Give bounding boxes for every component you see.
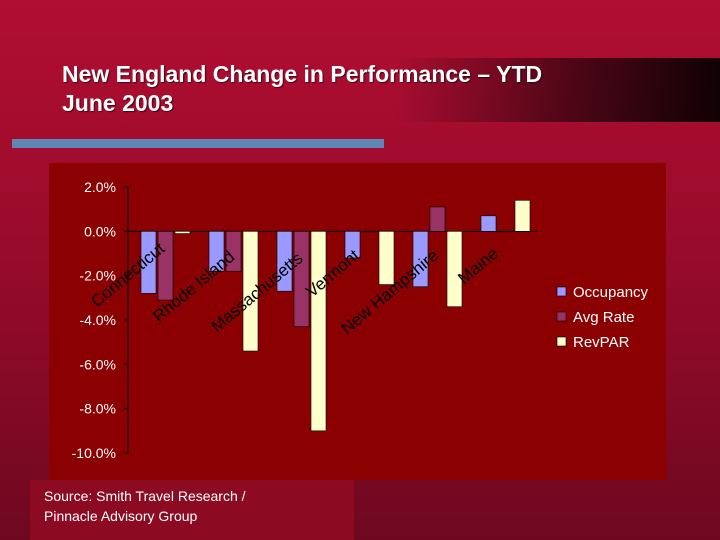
legend-label: RevPAR bbox=[573, 334, 630, 351]
source-box bbox=[30, 480, 354, 540]
bar-avg-rate-vermont bbox=[361, 231, 378, 233]
y-tick-label: -2.0% bbox=[79, 268, 116, 284]
legend-swatch bbox=[556, 311, 567, 322]
y-tick-label: -8.0% bbox=[79, 401, 116, 417]
legend-swatch bbox=[556, 286, 567, 297]
y-tick-label: -10.0% bbox=[72, 445, 116, 461]
bar-avg-rate-massachusetts bbox=[293, 231, 310, 327]
bar-occupancy-vermont bbox=[344, 231, 361, 259]
bar-occupancy-connecticut bbox=[140, 231, 157, 294]
bar-revpar-maine bbox=[514, 199, 531, 232]
bar-avg-rate-rhode-island bbox=[225, 231, 242, 272]
source-note: Source: Smith Travel Research / Pinnacle… bbox=[44, 488, 246, 524]
bar-revpar-new-hampshire bbox=[446, 231, 463, 308]
y-tick-label: 2.0% bbox=[84, 179, 116, 195]
y-tick-label: -6.0% bbox=[79, 356, 116, 372]
title-band bbox=[0, 58, 720, 122]
bar-revpar-vermont bbox=[378, 231, 395, 285]
y-tick-label: 0.0% bbox=[84, 223, 116, 239]
bar-avg-rate-maine bbox=[497, 231, 514, 233]
bar-avg-rate-connecticut bbox=[157, 231, 174, 301]
bar-avg-rate-new-hampshire bbox=[429, 206, 446, 232]
slide-title-text: New England Change in Performance – YTD … bbox=[62, 61, 543, 116]
bar-occupancy-new-hampshire bbox=[412, 231, 429, 288]
bar-revpar-rhode-island bbox=[242, 231, 259, 352]
bar-occupancy-rhode-island bbox=[208, 231, 225, 272]
bar-occupancy-maine bbox=[480, 215, 497, 232]
legend-label: Occupancy bbox=[573, 284, 649, 301]
bar-revpar-connecticut bbox=[174, 231, 191, 234]
legend-label: Avg Rate bbox=[573, 309, 634, 326]
slide-title: New England Change in Performance – YTD … bbox=[62, 60, 682, 118]
y-tick-label: -4.0% bbox=[79, 312, 116, 328]
bar-revpar-massachusetts bbox=[310, 231, 327, 432]
chart-panel: 2.0% 0.0% -2.0% -4.0% -6.0% -8.0% -10.0% Connec… bbox=[49, 163, 666, 480]
legend-swatch bbox=[556, 336, 567, 347]
bar-occupancy-massachusetts bbox=[276, 231, 293, 292]
title-underline bbox=[12, 139, 384, 148]
bar-chart: 2.0%0.0%-2.0%-4.0%-6.0%-8.0%-10.0%Connec… bbox=[72, 179, 649, 461]
